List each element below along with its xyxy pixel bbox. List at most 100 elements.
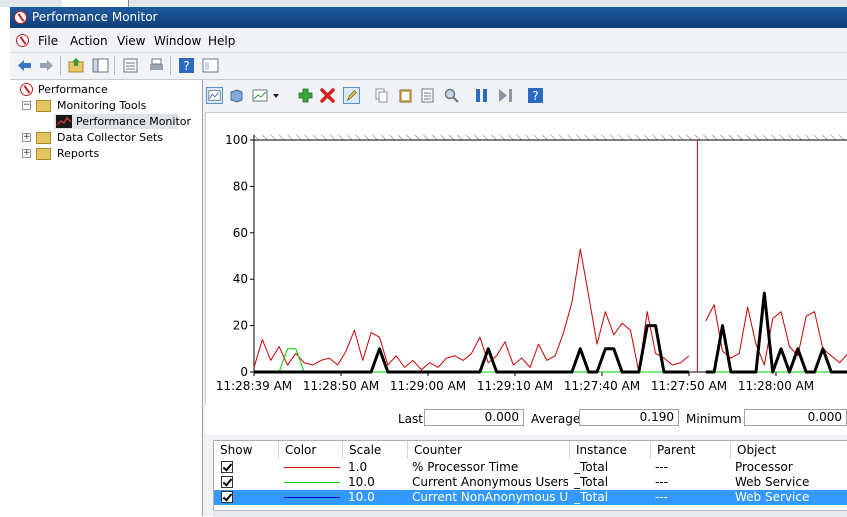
table-row[interactable]: 1.0 % Processor Time _Total --- Processo… [214, 460, 847, 475]
chart-monitor-icon [56, 115, 72, 128]
statistics-bar: Last 0.000 Average 0.190 Minimum 0.000 [205, 405, 847, 434]
object-cell: Processor [735, 460, 793, 474]
add-counter-icon[interactable] [297, 87, 314, 104]
reports-folder-icon [36, 148, 51, 160]
show-checkbox[interactable] [221, 461, 233, 473]
average-value: 0.190 [579, 409, 679, 426]
column-header-color[interactable]: Color [279, 441, 343, 459]
background-window-strip [0, 0, 847, 7]
column-header-show[interactable]: Show [214, 441, 279, 459]
object-cell: Web Service [735, 475, 810, 489]
minimum-label: Minimum [686, 412, 742, 426]
menu-help[interactable]: Help [208, 34, 236, 48]
menu-file[interactable]: File [38, 34, 59, 48]
column-header-instance[interactable]: Instance [570, 441, 651, 459]
series-line [705, 291, 847, 374]
y-tick-label: 80 [233, 179, 248, 193]
graph-help-icon[interactable]: ? [527, 87, 544, 104]
column-header-parent[interactable]: Parent [651, 441, 731, 459]
x-tick-label: 11:29:00 AM [390, 379, 466, 393]
expand-icon[interactable]: + [22, 148, 31, 158]
parent-cell: --- [655, 490, 668, 504]
collapse-icon[interactable]: − [22, 100, 31, 110]
menu-bar: File Action View Window Help [10, 28, 847, 53]
show-checkbox[interactable] [221, 491, 233, 503]
line-chart: 100 80 60 40 20 011:28:39 AM 11:28:50 AM 11:29:… [216, 133, 847, 393]
y-tick-label: 20 [233, 319, 248, 333]
instance-cell: _Total [574, 460, 609, 474]
view-log-data-icon[interactable] [228, 87, 245, 104]
instance-cell: _Total [574, 490, 609, 504]
graph-type-dropdown-icon[interactable] [271, 87, 281, 104]
column-header-counter[interactable]: Counter [408, 441, 570, 459]
folder-icon [36, 132, 51, 144]
delete-counter-icon[interactable] [319, 87, 336, 104]
back-arrow-icon[interactable] [16, 57, 33, 74]
counter-cell: Current Anonymous Users [412, 475, 568, 489]
window-title: Performance Monitor [32, 10, 158, 24]
column-header-object[interactable]: Object [731, 441, 847, 459]
column-header-scale[interactable]: Scale [343, 441, 408, 459]
folder-icon [36, 100, 51, 112]
object-cell: Web Service [735, 490, 810, 504]
x-tick-label: 11:27:50 AM [651, 379, 727, 393]
help-icon[interactable]: ? [178, 57, 195, 74]
parent-cell: --- [655, 475, 668, 489]
show-checkbox[interactable] [221, 476, 233, 488]
expand-icon[interactable]: + [22, 132, 31, 142]
table-row-selected[interactable]: 10.0 Current NonAnonymous U... _Total --… [214, 490, 847, 505]
menu-action[interactable]: Action [70, 34, 108, 48]
performance-icon [20, 83, 33, 96]
instance-cell: _Total [574, 475, 609, 489]
graph-toolbar: ? [203, 82, 847, 110]
series-line [253, 248, 690, 373]
tree-node-performance-monitor[interactable]: Performance Monitor [54, 114, 191, 129]
scale-cell: 1.0 [348, 460, 368, 474]
performance-graph[interactable]: 100 80 60 40 20 0 11:28:39 AM 11:28:50 AM 11:29:… [205, 112, 847, 435]
color-swatch [284, 467, 340, 468]
menu-window[interactable]: Window [154, 34, 202, 48]
properties-pane-icon[interactable] [202, 57, 219, 74]
series-line [254, 324, 690, 374]
counter-legend-table: Show Color Scale Counter Instance Parent… [213, 440, 847, 516]
x-tick-label: 11:29:10 AM [477, 379, 553, 393]
up-folder-icon[interactable] [68, 57, 85, 74]
counter-cell: % Processor Time [412, 460, 519, 474]
parent-cell: --- [655, 460, 668, 474]
table-row[interactable]: 10.0 Current Anonymous Users _Total --- … [214, 475, 847, 490]
title-bar: Performance Monitor [10, 7, 847, 28]
system-menu-icon[interactable] [16, 34, 29, 47]
copy-properties-icon[interactable] [373, 87, 390, 104]
properties-icon[interactable] [419, 87, 436, 104]
update-data-icon[interactable] [497, 87, 514, 104]
x-tick-label: 11:27:40 AM [564, 379, 640, 393]
svg-text:?: ? [532, 89, 538, 103]
freeze-display-icon[interactable] [473, 87, 490, 104]
view-current-activity-icon[interactable] [206, 87, 223, 104]
menu-view[interactable]: View [117, 34, 146, 48]
console-tree: Performance − Monitoring Tools Performan… [14, 80, 203, 516]
x-tick-label: 11:28:39 AM [216, 379, 292, 393]
forward-arrow-icon[interactable] [38, 57, 55, 74]
series-line [254, 348, 690, 373]
highlight-icon[interactable] [343, 87, 360, 104]
paste-counter-list-icon[interactable] [397, 87, 414, 104]
y-tick-label: 100 [225, 133, 248, 147]
export-list-icon[interactable] [122, 57, 139, 74]
scale-cell: 10.0 [348, 490, 375, 504]
x-tick-label: 11:28:00 AM [738, 379, 814, 393]
x-tick-label: 11:28:50 AM [303, 379, 379, 393]
performance-app-icon [14, 11, 27, 24]
zoom-icon[interactable] [443, 87, 460, 104]
counter-cell: Current NonAnonymous U... [412, 490, 568, 504]
max-value-band [254, 135, 847, 140]
y-tick-label: 0 [240, 365, 248, 379]
main-toolbar: ? [10, 53, 847, 80]
change-graph-type-icon[interactable] [252, 87, 269, 104]
horizontal-scrollbar[interactable] [213, 510, 847, 517]
print-icon[interactable] [148, 57, 165, 74]
average-label: Average [531, 412, 581, 426]
y-tick-label: 60 [233, 226, 248, 240]
show-hide-tree-icon[interactable] [92, 57, 109, 74]
last-label: Last [398, 412, 423, 426]
